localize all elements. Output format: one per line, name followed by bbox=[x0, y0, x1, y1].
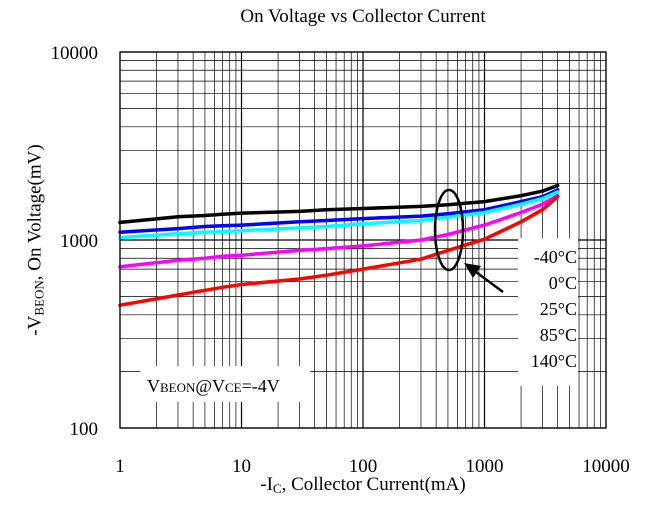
x-tick-label: 1000 bbox=[466, 456, 504, 477]
legend-label: 140°C bbox=[531, 351, 577, 371]
annotation-text: VBEON@VCE=-4V bbox=[147, 376, 280, 396]
y-tick-label: 1000 bbox=[60, 231, 98, 252]
arrow-head bbox=[464, 263, 481, 278]
arrow-shaft bbox=[475, 270, 504, 294]
series-line bbox=[118, 193, 560, 269]
legend-label: 0°C bbox=[549, 273, 577, 293]
x-tick-label: 1 bbox=[115, 456, 125, 477]
legend-label: 85°C bbox=[540, 325, 577, 345]
annotation-box bbox=[140, 366, 310, 402]
highlight-ellipse bbox=[433, 188, 465, 272]
chart-title: On Voltage vs Collector Current bbox=[240, 6, 486, 27]
series-line bbox=[118, 188, 560, 234]
label-boxes: -40°C 0°C 25°C 85°C 140°C VBEON@VCE=-4V bbox=[140, 188, 578, 402]
annotation-part: @V bbox=[195, 376, 225, 396]
x-tick-label: 10000 bbox=[582, 456, 630, 477]
legend-label: -40°C bbox=[534, 247, 577, 267]
y-axis-label: -VBEON, On Voltage(mV) bbox=[24, 144, 47, 336]
plot-frame bbox=[119, 51, 607, 429]
annotation-part: =-4V bbox=[242, 376, 280, 396]
series-lines bbox=[118, 183, 560, 307]
y-tick-label: 100 bbox=[70, 419, 99, 440]
series-line bbox=[118, 194, 560, 307]
x-tick-label: 10 bbox=[232, 456, 251, 477]
x-tick-label: 100 bbox=[349, 456, 378, 477]
annotation-subscript: CE bbox=[225, 380, 242, 395]
legend-label: 25°C bbox=[540, 299, 577, 319]
tick-labels: 1 10 100 1000 10000 100 1000 10000 bbox=[51, 43, 630, 477]
annotation-part: V bbox=[147, 376, 160, 396]
series-line bbox=[118, 190, 560, 240]
annotation-subscript: BEON bbox=[160, 380, 196, 395]
legend-box bbox=[518, 238, 578, 386]
series-line bbox=[118, 183, 560, 225]
y-tick-label: 10000 bbox=[51, 43, 99, 64]
x-axis-label: -IC, Collector Current(mA) bbox=[260, 474, 466, 496]
